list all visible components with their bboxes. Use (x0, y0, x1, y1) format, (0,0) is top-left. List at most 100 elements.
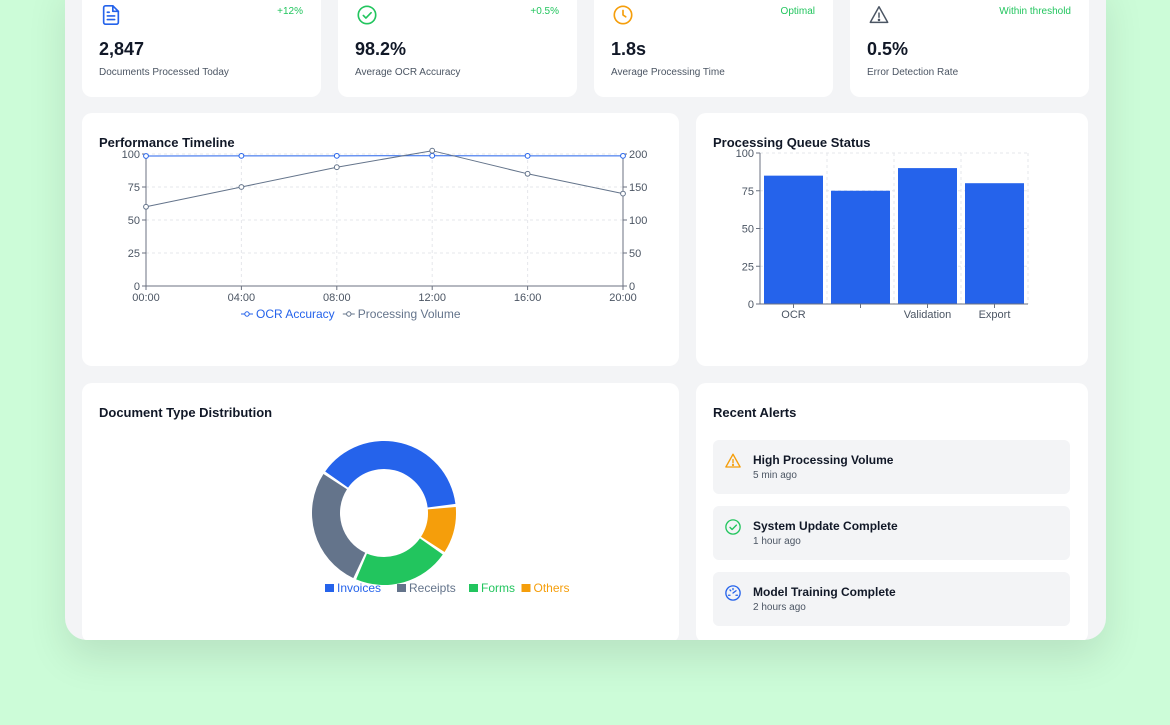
clock-icon (613, 5, 633, 25)
stat-label: Average Processing Time (611, 67, 725, 78)
stat-value: 0.5% (867, 39, 909, 59)
y-right-tick-label: 0 (629, 281, 635, 293)
bar (831, 190, 890, 304)
warning-triangle-icon (869, 6, 889, 24)
performance-timeline-chart: 0 25 50 75 100 0 50 100 150 200 00:00 04:00 08:00 12:… (122, 147, 647, 321)
alert-time: 5 min ago (753, 470, 797, 481)
x-tick-label: 00:00 (132, 292, 160, 304)
document-icon (102, 5, 120, 25)
data-point (524, 170, 531, 177)
stat-delta: +0.5% (530, 6, 559, 17)
processing-queue-chart: 0 25 50 75 100 OCR Validation Export (736, 148, 1029, 321)
document-distribution-card: Document Type Distribution Invoices Recei… (82, 383, 679, 640)
x-tick-label: Export (979, 309, 1011, 321)
y-right-tick-label: 200 (629, 149, 647, 161)
alert-title: Model Training Complete (753, 585, 896, 599)
y-tick-label: 100 (736, 148, 754, 160)
donut-slice (421, 507, 456, 552)
data-point (429, 152, 436, 159)
legend-swatch (397, 584, 406, 592)
data-point (333, 164, 340, 171)
x-tick-label: Validation (904, 309, 952, 321)
performance-timeline-card: Performance Timeline 0 25 50 75 100 0 50 100 150… (82, 113, 679, 366)
legend-label: Processing Volume (358, 307, 461, 321)
check-circle-icon (725, 519, 741, 535)
y-left-tick-label: 100 (122, 149, 140, 161)
data-point (620, 190, 626, 197)
data-point (620, 152, 626, 159)
data-point (143, 203, 149, 210)
donut-slice (356, 538, 443, 585)
stat-value: 2,847 (99, 39, 145, 59)
stat-card-error-rate: Within threshold 0.5% Error Detection Ra… (850, 0, 1089, 97)
alert-item[interactable]: Model Training Complete 2 hours ago (713, 572, 1070, 626)
stat-delta: Within threshold (999, 6, 1071, 17)
stat-card-accuracy: +0.5% 98.2% Average OCR Accuracy (338, 0, 577, 97)
bar (965, 183, 1024, 304)
stat-value: 1.8s (611, 39, 647, 59)
alert-item[interactable]: System Update Complete 1 hour ago (713, 506, 1070, 560)
legend-label: Others (534, 581, 570, 595)
alert-title: System Update Complete (753, 519, 898, 533)
stat-delta: +12% (277, 6, 303, 17)
y-tick-label: 25 (742, 261, 754, 273)
bar (764, 175, 823, 304)
stat-label: Average OCR Accuracy (355, 67, 461, 78)
donut-slice (325, 441, 456, 508)
data-point (524, 152, 531, 159)
legend-swatch (469, 584, 478, 592)
card-title: Recent Alerts (713, 405, 797, 420)
stat-label: Documents Processed Today (99, 67, 229, 78)
data-point (238, 152, 245, 159)
data-point (143, 153, 149, 159)
y-tick-label: 75 (742, 186, 754, 198)
x-tick-label: 08:00 (323, 292, 351, 304)
chart-legend: OCR Accuracy Processing Volume (241, 307, 461, 321)
legend-swatch (521, 584, 531, 592)
stat-card-documents: +12% 2,847 Documents Processed Today (82, 0, 321, 97)
document-distribution-chart: Invoices Receipts Forms Others (312, 441, 570, 595)
x-tick-label: 16:00 (514, 292, 542, 304)
legend-label: Invoices (337, 581, 381, 595)
y-left-tick-label: 75 (128, 182, 140, 194)
card-title: Processing Queue Status (713, 135, 871, 150)
y-tick-label: 0 (748, 299, 754, 311)
recent-alerts-card: Recent Alerts High Processing Volume 5 m… (696, 383, 1088, 640)
legend-marker-dot (244, 311, 250, 317)
x-tick-label: OCR (781, 309, 806, 321)
legend-label: OCR Accuracy (256, 307, 335, 321)
y-right-tick-label: 100 (629, 215, 647, 227)
alert-title: High Processing Volume (753, 453, 894, 467)
card-title: Document Type Distribution (99, 405, 273, 420)
check-circle-icon (357, 5, 377, 25)
alert-time: 1 hour ago (753, 536, 801, 547)
series-line (145, 150, 624, 208)
card-title: Performance Timeline (99, 135, 235, 150)
legend-label: Receipts (409, 581, 456, 595)
data-point (333, 152, 340, 159)
stat-label: Error Detection Rate (867, 67, 959, 78)
stat-value: 98.2% (355, 39, 407, 59)
x-tick-label: 20:00 (609, 292, 637, 304)
x-tick-label: 12:00 (418, 292, 446, 304)
alert-item[interactable]: High Processing Volume 5 min ago (713, 440, 1070, 494)
data-point (238, 184, 245, 190)
y-tick-label: 50 (742, 224, 754, 236)
legend-swatch (325, 584, 334, 592)
dashboard-window: +12% 2,847 Documents Processed Today +0.… (65, 0, 1106, 640)
stat-delta: Optimal (780, 6, 815, 17)
data-point (429, 147, 436, 154)
legend-label: Forms (481, 581, 515, 595)
y-right-tick-label: 50 (629, 248, 641, 260)
y-right-tick-label: 150 (629, 182, 647, 194)
alert-time: 2 hours ago (753, 602, 806, 613)
processing-queue-card: Processing Queue Status 0 25 50 75 100 OCR Val… (696, 113, 1088, 366)
y-left-tick-label: 50 (128, 215, 140, 227)
legend-marker-dot (346, 311, 352, 317)
bar (898, 168, 957, 304)
x-tick-label: 04:00 (228, 292, 256, 304)
warning-triangle-icon (725, 453, 741, 468)
gauge-icon (725, 585, 741, 601)
chart-legend: Invoices Receipts Forms Others (325, 581, 570, 595)
y-left-tick-label: 0 (134, 281, 140, 293)
